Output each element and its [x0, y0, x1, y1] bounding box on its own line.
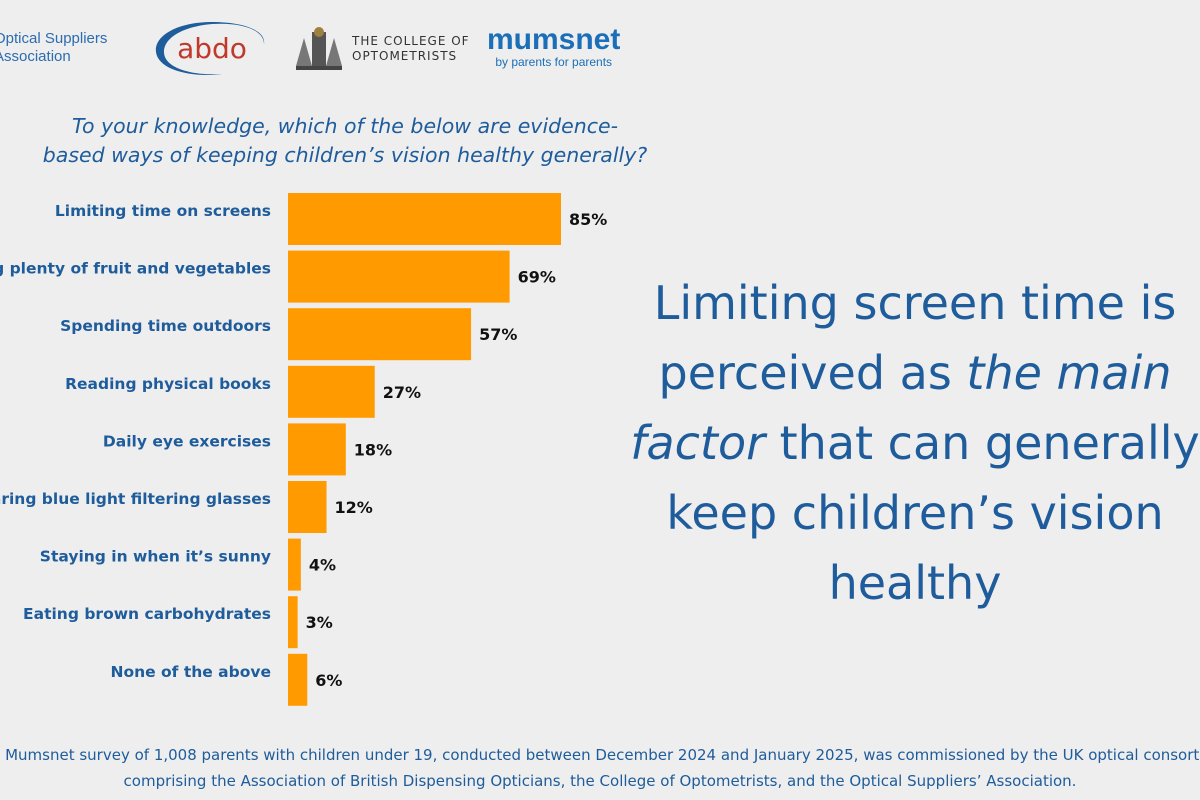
- value-label: 18%: [354, 440, 392, 459]
- value-label: 4%: [309, 556, 336, 575]
- category-label: Spending time outdoors: [60, 317, 271, 335]
- bar: [288, 308, 472, 361]
- value-label: 69%: [518, 268, 556, 287]
- headline-statement: Limiting screen time is perceived as the…: [610, 268, 1200, 618]
- value-label: 6%: [315, 671, 342, 690]
- bar: [288, 596, 298, 649]
- headline-emphasis: the main factor: [630, 346, 1172, 470]
- bar: [288, 481, 327, 533]
- question-line1: To your knowledge, which of the below ar…: [71, 114, 619, 138]
- bar: [288, 365, 375, 418]
- headline-text: Limiting screen time is perceived as: [653, 276, 1177, 400]
- footnote-line1: The Mumsnet survey of 1,008 parents with…: [0, 746, 1200, 764]
- value-label: 57%: [479, 325, 517, 344]
- category-label: Eating plenty of fruit and vegetables: [0, 260, 271, 278]
- question-line2: based ways of keeping children’s vision …: [42, 143, 648, 167]
- abdo-logo: abdo: [155, 22, 265, 76]
- value-label: 3%: [306, 613, 333, 632]
- bar: [288, 250, 510, 303]
- survey-footnote: The Mumsnet survey of 1,008 parents with…: [0, 742, 1200, 794]
- college-of-optometrists-logo: THE COLLEGE OF OPTOMETRISTS: [292, 26, 470, 72]
- college-logo-line2: OPTOMETRISTS: [352, 49, 458, 63]
- osa-logo-line1: Optical Suppliers: [0, 30, 108, 47]
- value-label: 85%: [569, 210, 607, 229]
- category-label: None of the above: [110, 663, 271, 681]
- category-label: Staying in when it’s sunny: [40, 548, 271, 566]
- bar-chart: Limiting time on screens 85% Eating plenty…: [0, 193, 607, 706]
- bar: [288, 653, 308, 706]
- category-label: Wearing blue light filtering glasses: [0, 490, 271, 508]
- category-label: Limiting time on screens: [55, 202, 271, 220]
- bar: [288, 193, 561, 245]
- value-label: 27%: [383, 383, 421, 402]
- bar: [288, 538, 301, 591]
- mumsnet-tagline: by parents for parents: [495, 55, 613, 69]
- osa-logo: Optical Suppliers Association: [0, 30, 107, 66]
- mumsnet-wordmark: mumsnet: [487, 23, 621, 56]
- college-logo-line1: THE COLLEGE OF: [352, 34, 470, 48]
- osa-logo-line2: Association: [0, 48, 71, 65]
- mumsnet-logo: mumsnet by parents for parents: [487, 23, 621, 69]
- category-label: Daily eye exercises: [103, 432, 271, 450]
- bar: [288, 423, 346, 476]
- svg-text:abdo: abdo: [177, 32, 247, 65]
- headline-text-end: that can generally keep children’s visio…: [666, 416, 1200, 610]
- chart-question-title: To your knowledge, which of the below ar…: [0, 112, 690, 170]
- footnote-line2: comprising the Association of British Di…: [123, 772, 1077, 790]
- crest-icon: [296, 27, 342, 70]
- category-label: Reading physical books: [65, 375, 271, 393]
- value-label: 12%: [335, 498, 373, 517]
- category-label: Eating brown carbohydrates: [23, 605, 271, 623]
